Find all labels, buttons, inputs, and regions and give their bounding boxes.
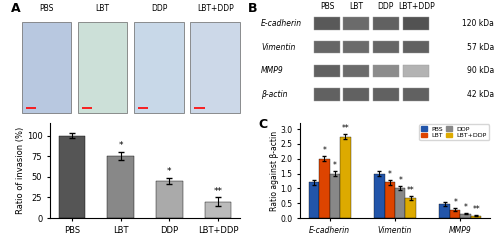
FancyBboxPatch shape: [22, 22, 71, 113]
Text: A: A: [11, 2, 20, 14]
FancyBboxPatch shape: [344, 41, 369, 53]
Text: **: **: [214, 187, 222, 196]
FancyBboxPatch shape: [314, 88, 340, 101]
Text: DDP: DDP: [378, 2, 394, 11]
Text: B: B: [248, 2, 258, 14]
Text: *: *: [167, 167, 172, 176]
Text: 120 kDa: 120 kDa: [462, 19, 494, 28]
Text: LBT: LBT: [350, 2, 364, 11]
Bar: [308, 182, 319, 218]
Text: E-cadherin: E-cadherin: [261, 19, 302, 28]
Bar: [108, 156, 134, 218]
FancyBboxPatch shape: [404, 88, 429, 101]
Text: *: *: [118, 141, 123, 150]
Y-axis label: Ratio against β-actin: Ratio against β-actin: [270, 131, 279, 211]
Bar: [406, 198, 416, 218]
FancyBboxPatch shape: [344, 65, 369, 77]
Text: **: **: [472, 205, 480, 214]
Legend: PBS, LBT, DDP, LBT+DDP: PBS, LBT, DDP, LBT+DDP: [420, 124, 489, 140]
Bar: [340, 137, 350, 218]
FancyBboxPatch shape: [314, 65, 340, 77]
Text: 90 kDa: 90 kDa: [466, 66, 494, 75]
FancyBboxPatch shape: [190, 22, 240, 113]
Text: **: **: [407, 186, 414, 195]
Bar: [440, 204, 450, 218]
FancyBboxPatch shape: [404, 41, 429, 53]
Bar: [384, 182, 395, 218]
Bar: [330, 173, 340, 218]
Bar: [374, 173, 384, 218]
Text: *: *: [333, 161, 336, 170]
FancyBboxPatch shape: [404, 17, 429, 30]
Text: 42 kDa: 42 kDa: [466, 90, 494, 99]
Bar: [471, 216, 482, 218]
Text: PBS: PBS: [320, 2, 334, 11]
FancyBboxPatch shape: [134, 22, 184, 113]
Text: LBT: LBT: [96, 4, 110, 13]
FancyBboxPatch shape: [373, 17, 398, 30]
Text: DDP: DDP: [151, 4, 167, 13]
Text: LBT+DDP: LBT+DDP: [398, 2, 434, 11]
FancyBboxPatch shape: [373, 88, 398, 101]
Text: Vimentin: Vimentin: [261, 43, 296, 52]
Bar: [450, 210, 460, 218]
Bar: [319, 159, 330, 218]
Bar: [395, 188, 406, 218]
Text: **: **: [342, 124, 349, 133]
Text: LBT+DDP: LBT+DDP: [197, 4, 234, 13]
Text: *: *: [454, 198, 457, 207]
Text: 57 kDa: 57 kDa: [466, 43, 494, 52]
FancyBboxPatch shape: [344, 17, 369, 30]
Text: *: *: [464, 203, 468, 211]
FancyBboxPatch shape: [373, 65, 398, 77]
Text: MMP9: MMP9: [261, 66, 284, 75]
FancyBboxPatch shape: [314, 17, 340, 30]
FancyBboxPatch shape: [314, 41, 340, 53]
Bar: [460, 214, 471, 218]
FancyBboxPatch shape: [404, 65, 429, 77]
Text: C: C: [258, 118, 268, 132]
Y-axis label: Ratio of invasion (%): Ratio of invasion (%): [16, 127, 25, 214]
Text: *: *: [322, 146, 326, 155]
Text: β-actin: β-actin: [261, 90, 287, 99]
Text: *: *: [398, 176, 402, 185]
FancyBboxPatch shape: [78, 22, 128, 113]
Bar: [204, 201, 232, 218]
Text: *: *: [388, 170, 392, 179]
Bar: [156, 181, 182, 218]
Text: PBS: PBS: [39, 4, 54, 13]
FancyBboxPatch shape: [373, 41, 398, 53]
Bar: [58, 136, 86, 218]
FancyBboxPatch shape: [344, 88, 369, 101]
